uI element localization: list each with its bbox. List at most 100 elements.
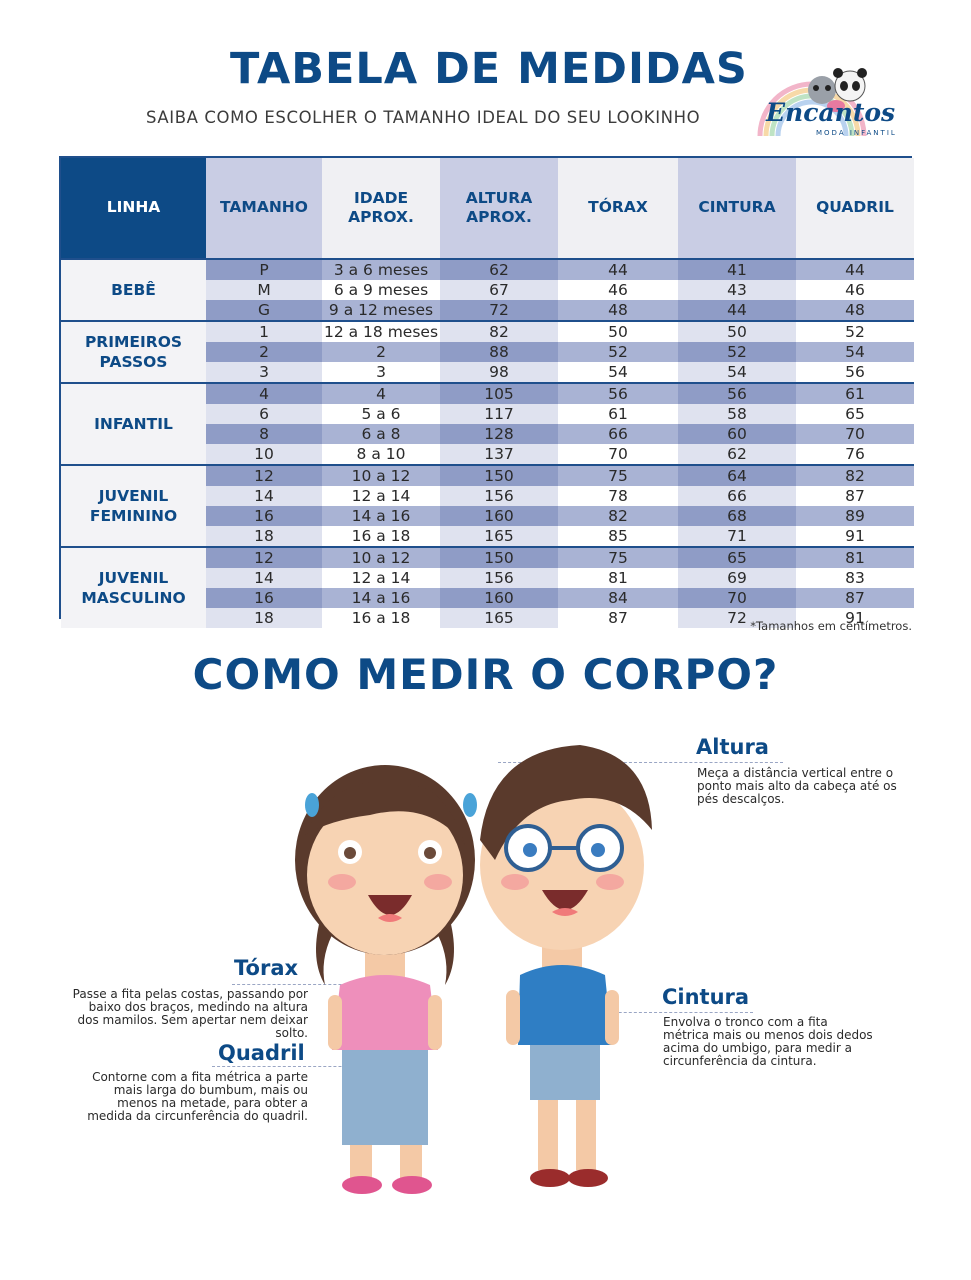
table-cell: 14 a 16 bbox=[322, 588, 440, 608]
table-cell: 6 bbox=[206, 404, 322, 424]
quadril-text: Contorne com a fita métrica a parte mais… bbox=[87, 1070, 308, 1123]
table-cell: 44 bbox=[678, 300, 796, 321]
table-cell: 4 bbox=[322, 382, 440, 404]
table-row: BEBÊ P 3 a 6 meses 62 44 41 44 bbox=[61, 258, 914, 321]
table-cell: 52 bbox=[558, 342, 678, 362]
table-header-row: LINHA TAMANHO IDADE APROX. ALTURA APROX.… bbox=[61, 158, 914, 259]
table-row: PRIMEIROS PASSOS 1 12 a 18 meses 82 50 50 52 bbox=[61, 320, 914, 383]
table-row: 18 16 a 18 165 87 72 91 bbox=[61, 608, 914, 628]
cintura-heading: Cintura bbox=[662, 985, 750, 1009]
header-quadril: QUADRIL bbox=[796, 158, 914, 259]
table-cell: 137 bbox=[440, 444, 558, 465]
table-row: 16 14 a 16 160 82 68 89 bbox=[61, 506, 914, 526]
page-title: TABELA DE MEDIDAS bbox=[230, 44, 748, 94]
table-cell: 105 bbox=[440, 382, 558, 404]
table-cell: 56 bbox=[796, 362, 914, 383]
table-cell: 62 bbox=[440, 258, 558, 280]
table-cell: 70 bbox=[796, 424, 914, 444]
table-cell: 87 bbox=[558, 608, 678, 628]
table-cell: 5 a 6 bbox=[322, 404, 440, 424]
table-cell: 12 bbox=[206, 546, 322, 568]
table-cell: 1 bbox=[206, 320, 322, 342]
line-label: PRIMEIROS PASSOS bbox=[61, 320, 206, 383]
table-cell: 61 bbox=[558, 404, 678, 424]
table-cell: 70 bbox=[558, 444, 678, 465]
table-row: 16 14 a 16 160 84 70 87 bbox=[61, 588, 914, 608]
table-cell: 8 a 10 bbox=[322, 444, 440, 465]
table-cell: 41 bbox=[678, 258, 796, 280]
brand-logo: Encantos MODA INFANTIL bbox=[752, 58, 895, 140]
table-cell: 89 bbox=[796, 506, 914, 526]
boy-figure bbox=[480, 745, 652, 1187]
table-cell: 62 bbox=[678, 444, 796, 465]
altura-text: Meça a distância vertical entre o ponto … bbox=[697, 766, 897, 806]
table-cell: 3 bbox=[322, 362, 440, 383]
table-cell: 156 bbox=[440, 568, 558, 588]
table-cell: 10 a 12 bbox=[322, 464, 440, 486]
table-cell: 88 bbox=[440, 342, 558, 362]
table-cell: 16 bbox=[206, 506, 322, 526]
table-cell: 83 bbox=[796, 568, 914, 588]
table-cell: 14 bbox=[206, 568, 322, 588]
line-label: INFANTIL bbox=[61, 382, 206, 465]
table-cell: 44 bbox=[558, 258, 678, 280]
table-cell: 44 bbox=[796, 258, 914, 280]
logo-tagline: MODA INFANTIL bbox=[816, 129, 897, 137]
table-row: JUVENIL FEMININO 12 10 a 12 150 75 64 82 bbox=[61, 464, 914, 547]
table-cell: 2 bbox=[322, 342, 440, 362]
table-cell: M bbox=[206, 280, 322, 300]
kids-illustration bbox=[280, 720, 700, 1210]
torax-text: Passe a fita pelas costas, passando por … bbox=[72, 987, 308, 1040]
table-cell: 9 a 12 meses bbox=[322, 300, 440, 321]
table-cell: 65 bbox=[796, 404, 914, 424]
header-tamanho: TAMANHO bbox=[206, 158, 322, 259]
line-label: BEBÊ bbox=[61, 258, 206, 321]
table-cell: 56 bbox=[558, 382, 678, 404]
table-cell: G bbox=[206, 300, 322, 321]
table-cell: 68 bbox=[678, 506, 796, 526]
table-cell: 67 bbox=[440, 280, 558, 300]
table-cell: 65 bbox=[678, 546, 796, 568]
table-cell: 12 bbox=[206, 464, 322, 486]
table-cell: 6 a 8 bbox=[322, 424, 440, 444]
header-linha: LINHA bbox=[61, 158, 206, 259]
table-cell: 156 bbox=[440, 486, 558, 506]
table-cell: 60 bbox=[678, 424, 796, 444]
altura-guide-line bbox=[498, 762, 783, 763]
table-row: 18 16 a 18 165 85 71 91 bbox=[61, 526, 914, 547]
table-cell: 54 bbox=[678, 362, 796, 383]
table-cell: 69 bbox=[678, 568, 796, 588]
table-cell: 160 bbox=[440, 588, 558, 608]
table-cell: 2 bbox=[206, 342, 322, 362]
table-cell: 54 bbox=[796, 342, 914, 362]
table-cell: 78 bbox=[558, 486, 678, 506]
table-cell: 3 bbox=[206, 362, 322, 383]
table-row: JUVENIL MASCULINO 12 10 a 12 150 75 65 81 bbox=[61, 546, 914, 628]
section-title: COMO MEDIR O CORPO? bbox=[192, 650, 779, 699]
table-cell: 12 a 14 bbox=[322, 486, 440, 506]
table-cell: 18 bbox=[206, 608, 322, 628]
table-cell: 70 bbox=[678, 588, 796, 608]
table-cell: 50 bbox=[678, 320, 796, 342]
header-altura: ALTURA APROX. bbox=[440, 158, 558, 259]
table-cell: 16 a 18 bbox=[322, 526, 440, 547]
table-cell: 165 bbox=[440, 608, 558, 628]
table-cell: 16 bbox=[206, 588, 322, 608]
table-cell: 91 bbox=[796, 608, 914, 628]
table-row: 2 2 88 52 52 54 bbox=[61, 342, 914, 362]
table-row: 3 3 98 54 54 56 bbox=[61, 362, 914, 383]
torax-heading: Tórax bbox=[234, 956, 299, 980]
table-cell: 4 bbox=[206, 382, 322, 404]
table-cell: 76 bbox=[796, 444, 914, 465]
table-cell: 75 bbox=[558, 464, 678, 486]
line-label: JUVENIL FEMININO bbox=[61, 464, 206, 547]
table-cell: 12 a 18 meses bbox=[322, 320, 440, 342]
table-cell: 54 bbox=[558, 362, 678, 383]
table-cell: 72 bbox=[440, 300, 558, 321]
table-cell: 98 bbox=[440, 362, 558, 383]
table-cell: 46 bbox=[558, 280, 678, 300]
cintura-guide-line bbox=[548, 1012, 753, 1013]
header-torax: TÓRAX bbox=[558, 158, 678, 259]
